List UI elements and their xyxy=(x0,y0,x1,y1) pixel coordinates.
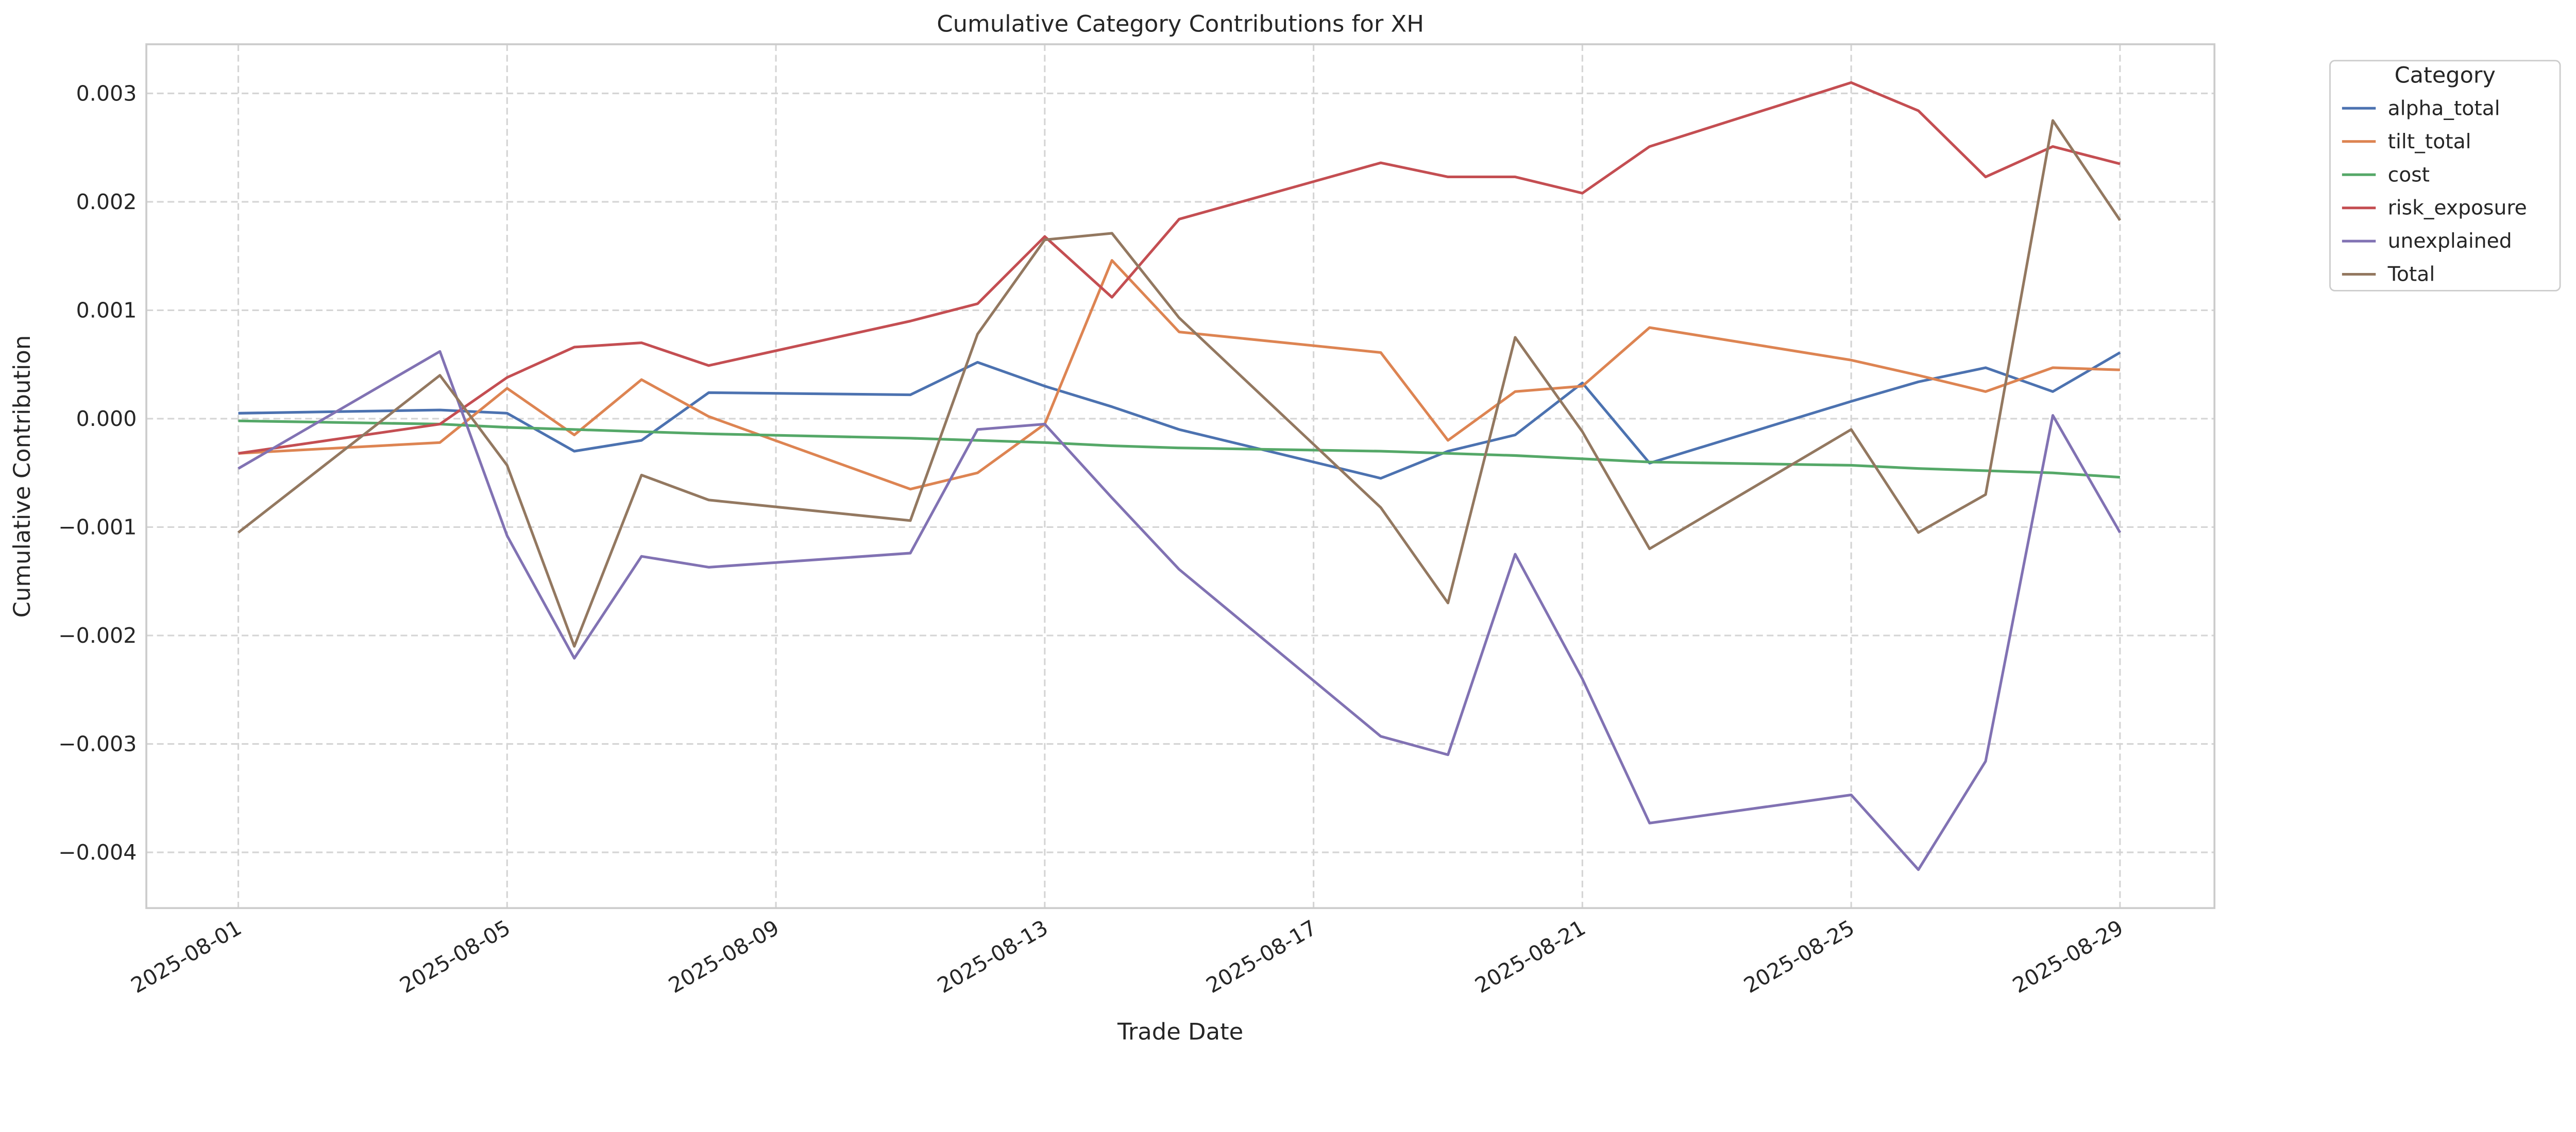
series-line-unexplained xyxy=(238,350,2122,871)
series-line-Total xyxy=(237,119,2122,648)
series-lines xyxy=(237,81,2122,871)
x-tick-label: 2025-08-13 xyxy=(933,915,1052,998)
x-tick-label: 2025-08-17 xyxy=(1202,915,1321,998)
legend-label-cost: cost xyxy=(2388,163,2430,186)
series-line-cost xyxy=(238,419,2121,479)
series-line-risk_exposure xyxy=(238,81,2121,455)
y-tick-labels: −0.004 −0.003 −0.002 −0.001 0.000 0.001 0.002 0… xyxy=(58,81,137,865)
legend-box xyxy=(2329,60,2561,291)
x-tick-label: 2025-08-09 xyxy=(664,915,783,998)
x-tick-label: 2025-08-25 xyxy=(1740,915,1859,998)
legend-label-tilt_total: tilt_total xyxy=(2388,130,2471,153)
y-axis-label: Cumulative Contribution xyxy=(8,335,36,618)
x-tick-label: 2025-08-29 xyxy=(2008,915,2127,998)
grid xyxy=(146,44,2215,908)
y-tick-label: 0.002 xyxy=(76,190,137,214)
legend-title: Category xyxy=(2395,63,2496,89)
y-tick-label: 0.000 xyxy=(76,406,137,431)
y-tick-label: −0.004 xyxy=(58,840,137,865)
series-line-alpha_total xyxy=(238,351,2121,480)
series-line-tilt_total xyxy=(238,259,2120,491)
legend-label-risk_exposure: risk_exposure xyxy=(2388,197,2527,220)
x-tick-label: 2025-08-05 xyxy=(396,915,515,998)
x-tick-labels: 2025-08-01 2025-08-05 2025-08-09 2025-08-13… xyxy=(127,915,2127,998)
y-tick-label: −0.003 xyxy=(58,732,137,757)
legend-label-unexplained: unexplained xyxy=(2388,230,2512,253)
legend-label-Total: Total xyxy=(2387,263,2435,286)
x-tick-label: 2025-08-01 xyxy=(127,915,246,998)
y-tick-label: 0.003 xyxy=(76,81,137,106)
x-axis-label: Trade Date xyxy=(1117,1018,1243,1045)
plot-frame xyxy=(145,43,2216,910)
legend-label-alpha_total: alpha_total xyxy=(2388,97,2500,120)
y-tick-label: −0.002 xyxy=(58,623,137,648)
y-tick-label: 0.001 xyxy=(76,298,137,322)
x-tick-label: 2025-08-21 xyxy=(1471,915,1590,998)
line-chart: −0.004 −0.003 −0.002 −0.001 0.000 0.001 0.002 0… xyxy=(8,10,2561,1045)
y-tick-label: −0.001 xyxy=(58,514,137,539)
chart-title: Cumulative Category Contributions for XH xyxy=(937,10,1424,38)
